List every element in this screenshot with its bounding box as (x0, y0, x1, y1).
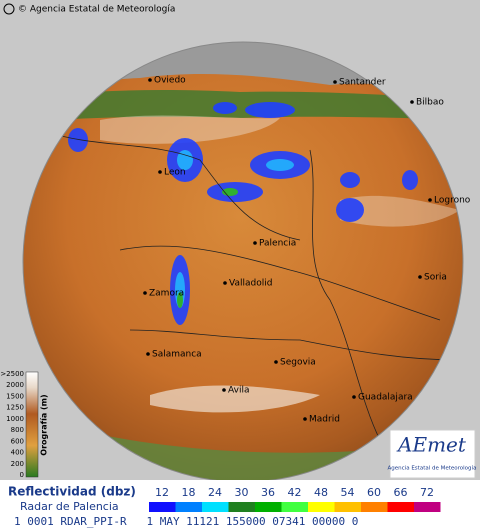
city-marker (253, 241, 257, 245)
city-label: Logrono (434, 196, 471, 206)
elevation-label: 1250 (6, 404, 24, 412)
city-marker (428, 198, 432, 202)
elevation-label: 1000 (6, 415, 24, 423)
level-swatch (387, 502, 414, 512)
level-label: 72 (420, 486, 434, 499)
elevation-label: 400 (11, 449, 24, 457)
city-label: Soria (424, 273, 447, 283)
elevation-title: Orografía (m) (40, 394, 49, 455)
logo-box (389, 429, 476, 479)
level-label: 42 (288, 486, 302, 499)
level-label: 18 (182, 486, 196, 499)
elevation-bar (25, 371, 39, 478)
city-label: Madrid (309, 415, 340, 425)
city-label: Bilbao (416, 98, 444, 108)
city-marker (352, 395, 356, 399)
elevation-label: 600 (11, 437, 24, 445)
city-marker (223, 281, 227, 285)
city-marker (333, 80, 337, 84)
credit: © Agencia Estatal de Meteorología (18, 5, 175, 15)
level-label: 48 (314, 486, 328, 499)
city-label: Salamanca (152, 350, 202, 360)
level-label: 30 (235, 486, 249, 499)
level-swatch (228, 502, 255, 512)
city-marker (418, 275, 422, 279)
legend-title: Reflectividad (dbz) (8, 485, 136, 499)
elevation-label: 1500 (6, 392, 24, 400)
city-marker (158, 170, 162, 174)
level-swatch (175, 502, 202, 512)
logo-caption: Agencia Estatal de Meteorología (388, 465, 477, 472)
city-marker (303, 417, 307, 421)
city-label: Santander (339, 78, 386, 88)
city-label: Oviedo (154, 76, 186, 86)
city-label: Avila (228, 386, 249, 396)
city-marker (410, 100, 414, 104)
level-label: 12 (155, 486, 169, 499)
elevation-label: 800 (11, 426, 24, 434)
footer-panel (0, 514, 480, 530)
elevation-label: 200 (11, 460, 24, 468)
city-label: Zamora (149, 289, 184, 299)
level-label: 24 (208, 486, 222, 499)
level-label: 66 (394, 486, 408, 499)
city-marker (143, 291, 147, 295)
level-label: 54 (341, 486, 355, 499)
city-marker (148, 78, 152, 82)
level-swatch (414, 502, 441, 512)
elevation-label: >2500 (0, 370, 24, 378)
city-label: Guadalajara (358, 393, 413, 403)
city-marker (274, 360, 278, 364)
copyright-icon (3, 3, 15, 15)
city-label: Valladolid (229, 279, 272, 289)
level-swatch (334, 502, 361, 512)
level-swatch (255, 502, 282, 512)
city-layer: Oviedo Santander Bilbao Leon Logrono Palencia… (143, 76, 471, 425)
footer-text: 1 0001 RDAR_PPI-R 1 MAY 11121 155000 073… (14, 515, 358, 528)
city-label: Leon (164, 168, 186, 178)
level-swatch (281, 502, 308, 512)
elevation-label: 0 (20, 471, 24, 479)
level-swatch (202, 502, 229, 512)
city-marker (146, 352, 150, 356)
elevation-label: 2000 (6, 381, 24, 389)
level-label: 36 (261, 486, 275, 499)
level-swatch (149, 502, 176, 512)
level-label: 60 (367, 486, 381, 499)
city-label: Palencia (259, 239, 296, 249)
legend-subtitle: Radar de Palencia (20, 500, 119, 513)
legend-levels: 12 18 24 30 36 42 48 54 60 66 72 (149, 486, 441, 512)
city-label: Segovia (280, 358, 316, 368)
level-swatch (361, 502, 388, 512)
logo-brand: AEmet (396, 433, 467, 457)
city-marker (222, 388, 226, 392)
level-swatch (308, 502, 335, 512)
